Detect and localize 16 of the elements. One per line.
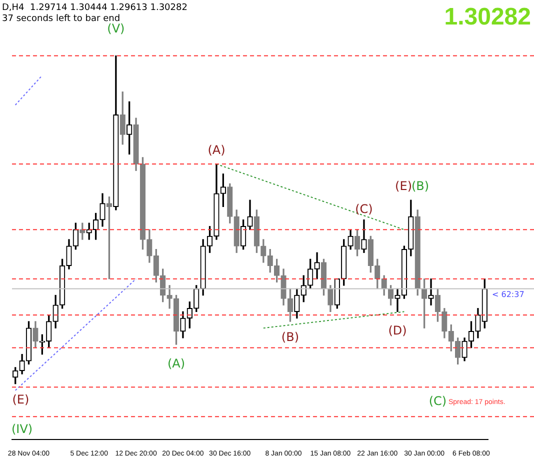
candlestick [428, 278, 434, 306]
annotation: (D) [388, 323, 407, 338]
chart-title: D,H4 1.29714 1.30444 1.29613 1.30282 [2, 3, 188, 13]
annotation: (A) [208, 143, 226, 158]
annotation: (A) [167, 356, 186, 370]
text: (E) [12, 392, 30, 406]
annotation: (C) [355, 202, 373, 216]
annotation: (E) [395, 179, 412, 194]
text: (V) [107, 22, 125, 36]
text: (IV) [11, 422, 33, 436]
text: (C) [428, 394, 447, 408]
annotation: (B) [281, 330, 300, 344]
annotation: (B) [411, 179, 430, 194]
chart-subtitle: 37 seconds left to bar end [2, 14, 120, 24]
text: < 62:37 [492, 290, 524, 299]
text: 1.30282 [444, 4, 531, 31]
